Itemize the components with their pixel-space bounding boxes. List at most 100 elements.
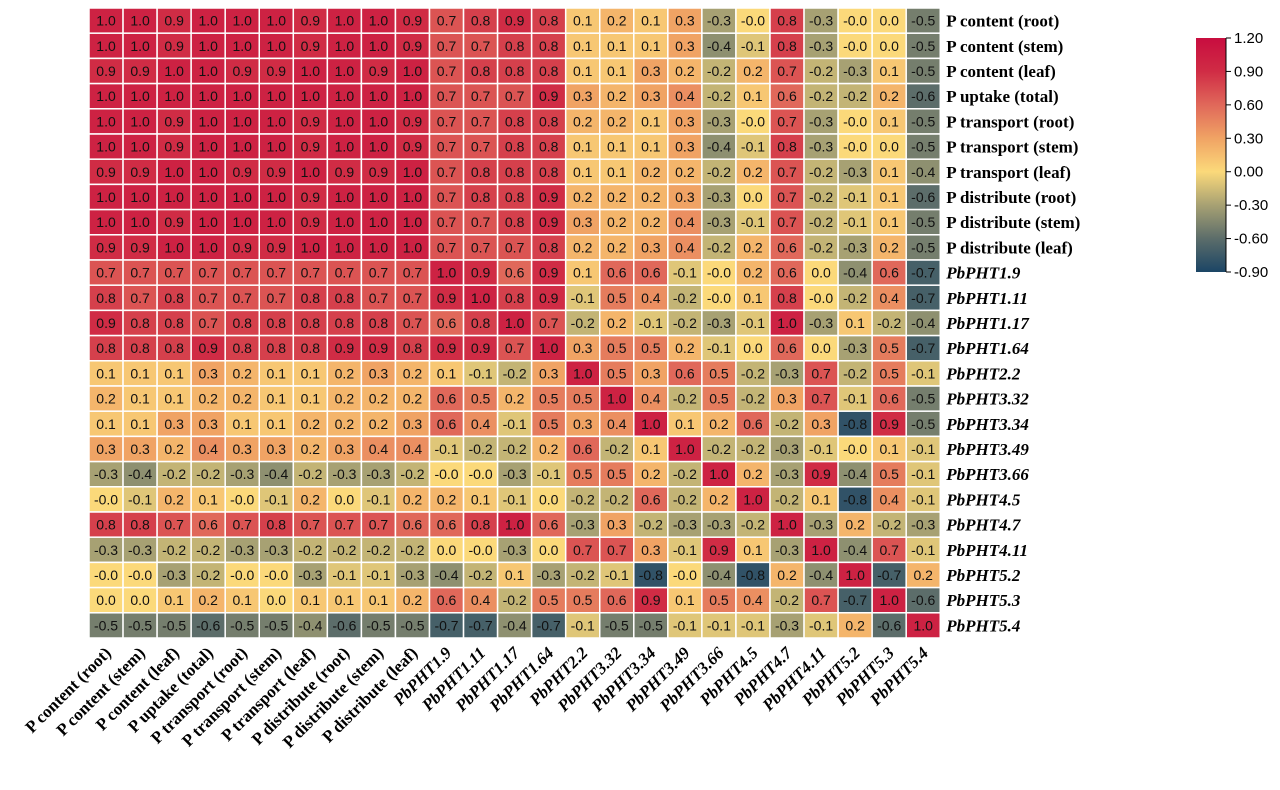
heatmap-cell (156, 435, 192, 463)
cell-value-label: -0.0 (94, 491, 118, 507)
cell-value-label: 0.1 (232, 592, 252, 608)
cell-value-label: 0.2 (641, 164, 661, 180)
cell-value-label: 1.0 (369, 239, 389, 255)
heatmap-cell (871, 57, 907, 85)
cell-value-label: 1.0 (232, 113, 252, 129)
cell-value-label: 0.6 (539, 517, 559, 533)
heatmap-cell (496, 284, 533, 312)
cell-value-label: -0.1 (366, 491, 390, 507)
cell-value-label: 0.2 (505, 391, 525, 407)
cell-value-label: -0.1 (843, 214, 867, 230)
heatmap-cell (224, 57, 260, 85)
cell-value-label: 0.8 (335, 290, 355, 306)
cell-value-label: 0.3 (198, 365, 218, 381)
cell-value-label: 0.5 (573, 466, 593, 482)
cell-value-label: 0.8 (130, 517, 150, 533)
cell-value-label: 0.7 (369, 265, 389, 281)
cell-value-label: -0.4 (707, 139, 731, 155)
cell-value-label: 0.8 (471, 189, 491, 205)
heatmap-cell (530, 183, 567, 211)
heatmap-cell (156, 108, 192, 135)
cell-value-label: -0.2 (707, 164, 731, 180)
cell-value-label: 0.4 (879, 290, 899, 306)
cell-value-label: 0.3 (198, 416, 218, 432)
cell-value-label: -0.1 (911, 466, 935, 482)
cell-value-label: 0.2 (709, 416, 729, 432)
heatmap-cell (462, 158, 499, 186)
cell-value-label: 0.1 (164, 391, 184, 407)
cell-value-label: 0.9 (232, 63, 252, 79)
heatmap-cell (462, 586, 499, 614)
cell-value-label: -0.2 (775, 592, 799, 608)
cell-value-label: 0.7 (403, 315, 423, 331)
heatmap-cell (803, 284, 839, 312)
heatmap-cell (258, 612, 295, 639)
cell-value-label: -0.2 (162, 466, 186, 482)
heatmap-cell (292, 259, 329, 286)
heatmap-cell (599, 108, 635, 135)
cell-value-label: -0.3 (400, 567, 424, 583)
cell-value-label: 1.0 (130, 189, 150, 205)
row-label: PbPHT1.64 (945, 339, 1029, 358)
cell-value-label: 1.0 (709, 466, 729, 482)
cell-value-label: 0.1 (607, 164, 627, 180)
cell-value-label: 0.0 (743, 189, 763, 205)
row-label: PbPHT2.2 (945, 364, 1021, 383)
cell-value-label: -0.0 (469, 466, 493, 482)
cell-value-label: 0.7 (777, 113, 797, 129)
heatmap-cell (156, 511, 192, 538)
cell-value-label: 0.5 (879, 365, 899, 381)
cell-value-label: 1.0 (301, 63, 321, 79)
heatmap-cell (258, 435, 295, 463)
heatmap-cell (905, 561, 942, 589)
cell-value-label: -0.4 (911, 164, 935, 180)
cell-value-label: 0.8 (505, 214, 525, 230)
cell-value-label: 0.8 (301, 315, 321, 331)
cell-value-label: 0.9 (539, 189, 559, 205)
cell-value-label: 1.0 (437, 265, 457, 281)
cell-value-label: 0.6 (437, 315, 457, 331)
cell-value-label: 0.9 (130, 63, 150, 79)
heatmap-cell (633, 208, 669, 236)
heatmap-cell (156, 309, 192, 337)
heatmap-cell (428, 486, 465, 513)
cell-value-label: -0.1 (809, 617, 833, 633)
cell-value-label: 0.8 (471, 517, 491, 533)
cell-value-label: 1.0 (198, 113, 218, 129)
cell-value-label: 0.9 (96, 63, 116, 79)
row-label: P content (root) (946, 12, 1059, 31)
cell-value-label: 0.3 (335, 441, 355, 457)
heatmap-cell (190, 612, 226, 639)
cell-value-label: -0.6 (911, 88, 935, 104)
heatmap-cell (564, 410, 601, 438)
cell-value-label: 0.3 (675, 139, 695, 155)
cell-value-label: 0.7 (437, 214, 457, 230)
cell-value-label: -0.1 (741, 617, 765, 633)
cell-value-label: 0.6 (641, 265, 661, 281)
heatmap-cell (122, 133, 158, 160)
heatmap-cell (326, 108, 363, 135)
heatmap-cell (599, 612, 635, 639)
cell-value-label: -0.1 (911, 491, 935, 507)
heatmap-cell (360, 234, 397, 261)
cell-value-label: -0.3 (298, 567, 322, 583)
cell-value-label: 1.0 (811, 542, 831, 558)
cell-value-label: 0.6 (437, 391, 457, 407)
cell-value-label: 1.0 (96, 139, 116, 155)
cell-value-label: -0.1 (469, 365, 493, 381)
cell-value-label: 0.2 (437, 491, 457, 507)
heatmap-cell (122, 435, 158, 463)
cell-value-label: 0.5 (607, 365, 627, 381)
cell-value-label: 0.6 (777, 265, 797, 281)
cell-value-label: -0.5 (230, 617, 254, 633)
cell-value-label: -0.0 (707, 290, 731, 306)
cell-value-label: 0.2 (539, 441, 559, 457)
cell-value-label: 0.6 (777, 340, 797, 356)
colorbar-gradient (1196, 38, 1226, 272)
cell-value-label: 1.0 (130, 38, 150, 54)
cell-value-label: 0.3 (267, 441, 287, 457)
cell-value-label: 0.2 (607, 189, 627, 205)
cell-value-label: -0.7 (537, 617, 561, 633)
heatmap-cell (905, 158, 942, 186)
cell-value-label: -0.4 (843, 265, 867, 281)
